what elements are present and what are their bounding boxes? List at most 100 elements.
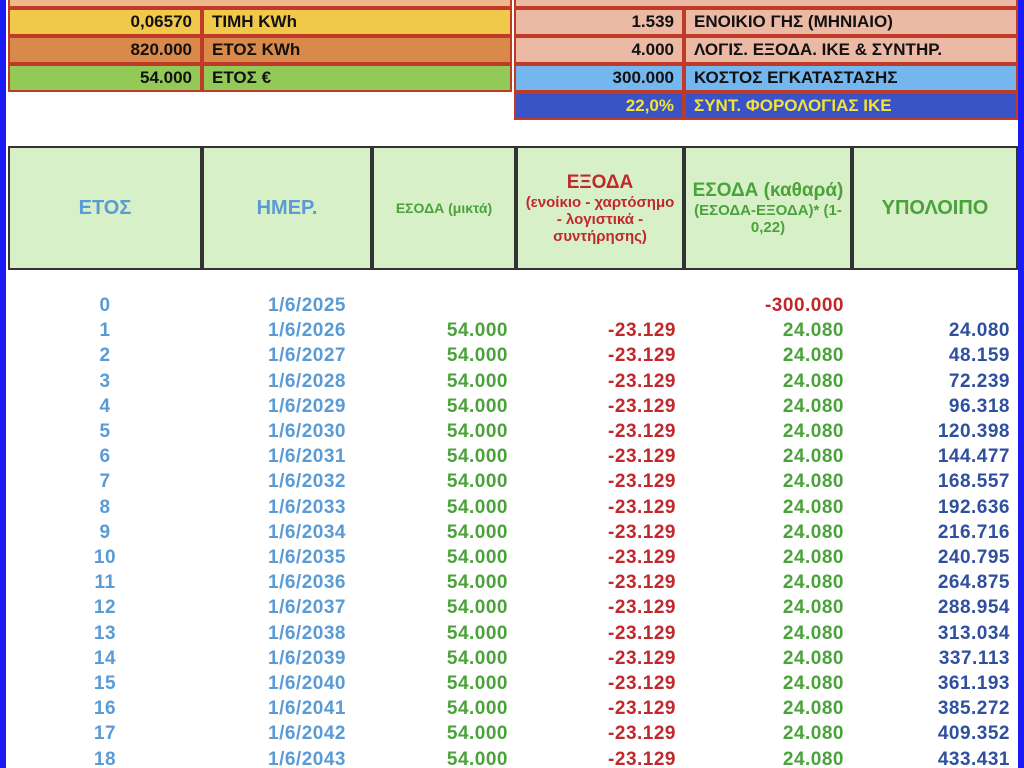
cropped-row xyxy=(514,0,1018,8)
table-cell: 24.080 xyxy=(782,698,844,720)
table-cell: 54.000 xyxy=(446,345,508,367)
table-cell: 54.000 xyxy=(446,421,508,442)
table-cell: 24.080 xyxy=(782,748,844,768)
table-cell: -23.129 xyxy=(608,446,676,468)
table-cell: 17 xyxy=(93,723,117,745)
header-cell: ΥΠΟΛΟΙΠΟ xyxy=(852,146,1018,270)
table-cell: 1/6/2029 xyxy=(268,395,346,417)
table-cell: 72.239 xyxy=(948,370,1010,392)
table-cell: 1/6/2035 xyxy=(268,547,346,568)
table-cell: -23.129 xyxy=(608,748,676,768)
table-cell: 54.000 xyxy=(446,320,508,342)
table-cell: -23.129 xyxy=(608,370,676,392)
table-cell: 54.000 xyxy=(446,521,508,543)
table-cell: 1/6/2036 xyxy=(268,572,346,594)
table-cell: 6 xyxy=(99,446,111,468)
param-value[interactable]: 4.000 xyxy=(514,36,684,64)
table-cell: 54.000 xyxy=(446,471,508,493)
table-cell: -23.129 xyxy=(608,673,676,694)
sheet: 0,06570 ΤΙΜΗ KWh 820.000 ΕΤΟΣ KWh 54.000 ΕΤΟΣ… xyxy=(6,0,1018,768)
param-value[interactable]: 54.000 xyxy=(8,64,202,92)
header-note: (ΕΣΟΔΑ-ΕΞΟΔΑ)* (1-0,22) xyxy=(694,202,842,236)
table-cell: 0 xyxy=(99,295,111,316)
param-value[interactable]: 0,06570 xyxy=(8,8,202,36)
param-label: ΛΟΓΙΣ. ΕΞΟΔΑ. ΙΚΕ & ΣΥΝΤΗΡ. xyxy=(684,36,1018,64)
table-cell: 5 xyxy=(99,421,111,442)
table-cell: 54.000 xyxy=(446,496,508,518)
table-cell: 1/6/2030 xyxy=(268,421,346,442)
header-title: ΕΞΟΔΑ xyxy=(566,171,634,193)
param-value[interactable]: 1.539 xyxy=(514,8,684,36)
table-cell: 54.000 xyxy=(446,547,508,568)
table-cell: 4 xyxy=(99,395,111,417)
table-cell: 24.080 xyxy=(782,471,844,493)
header-cell: ΗΜΕΡ. xyxy=(202,146,372,270)
table-cell: 192.636 xyxy=(937,496,1010,518)
table-cell: 264.875 xyxy=(937,572,1010,594)
table-cell: -23.129 xyxy=(608,521,676,543)
header-cell: ΕΤΟΣ xyxy=(8,146,202,270)
param-label: ΕΝΟΙΚΙΟ ΓΗΣ (ΜΗΝΙΑΙΟ) xyxy=(684,8,1018,36)
table-cell: 24.080 xyxy=(782,572,844,594)
table-cell: -23.129 xyxy=(608,597,676,619)
table-cell: 1/6/2039 xyxy=(268,647,346,669)
table-cell: 18 xyxy=(93,748,117,768)
table-cell: -23.129 xyxy=(608,395,676,417)
header-title: ΥΠΟΛΟΙΠΟ xyxy=(881,196,989,219)
table-cell: 1/6/2040 xyxy=(268,673,346,694)
header-cell: ΕΣΟΔΑ (μικτά) xyxy=(372,146,516,270)
table-cell: 24.080 xyxy=(782,421,844,442)
table-cell: 24.080 xyxy=(782,496,844,518)
table-cell: -23.129 xyxy=(608,421,676,442)
table-cell: 1/6/2026 xyxy=(268,320,346,342)
header-title: ΗΜΕΡ. xyxy=(256,196,318,219)
table-cell: 120.398 xyxy=(937,421,1010,442)
table-cell: -23.129 xyxy=(608,471,676,493)
table-cell: 2 xyxy=(99,345,111,367)
table-cell: 7 xyxy=(99,471,111,493)
table-cell: 313.034 xyxy=(937,622,1010,644)
header-title: ΕΣΟΔΑ (μικτά) xyxy=(395,200,493,216)
table-cell: -300.000 xyxy=(764,295,844,316)
table-cell: 337.113 xyxy=(938,647,1010,669)
table-cell: 10 xyxy=(93,547,117,568)
param-label: ΤΙΜΗ KWh xyxy=(202,8,512,36)
table-cell: 13 xyxy=(93,622,117,644)
table-cell: 1/6/2033 xyxy=(268,496,346,518)
table-cell: 1/6/2041 xyxy=(268,698,346,720)
param-value[interactable]: 22,0% xyxy=(514,92,684,120)
table-cell: 409.352 xyxy=(937,723,1010,745)
table-cell: 1/6/2027 xyxy=(268,345,346,367)
table-cell: 24.080 xyxy=(782,446,844,468)
table-cell: 24.080 xyxy=(782,622,844,644)
table-cell: 361.193 xyxy=(937,673,1010,694)
table-cell: 1/6/2043 xyxy=(268,748,346,768)
param-value[interactable]: 820.000 xyxy=(8,36,202,64)
table-cell: 1/6/2034 xyxy=(268,521,346,543)
table-cell: -23.129 xyxy=(608,547,676,568)
table-cell: 54.000 xyxy=(446,446,508,468)
table-cell: 54.000 xyxy=(446,673,508,694)
table-cell: 1/6/2038 xyxy=(268,622,346,644)
table-cell: 54.000 xyxy=(446,597,508,619)
table-cell: 1 xyxy=(99,320,111,342)
table-cell: 24.080 xyxy=(782,395,844,417)
table-cell: 24.080 xyxy=(782,547,844,568)
table-cell: 54.000 xyxy=(446,572,508,594)
table-cell: 11 xyxy=(94,572,116,594)
header-note: (ενοίκιο - χαρτόσημο - λογιστικά - συντή… xyxy=(525,193,675,245)
table-cell: 1/6/2031 xyxy=(268,446,346,468)
header-cell: ΕΞΟΔΑ (ενοίκιο - χαρτόσημο - λογιστικά - … xyxy=(516,146,684,270)
table-cell: 1/6/2037 xyxy=(268,597,346,619)
table-cell: 168.557 xyxy=(937,471,1010,493)
table-cell: 24.080 xyxy=(782,723,844,745)
table-cell: 9 xyxy=(99,521,111,543)
header-title: ΕΤΟΣ xyxy=(78,196,132,219)
table-cell: 16 xyxy=(93,698,117,720)
table-cell: 1/6/2032 xyxy=(268,471,346,493)
param-value[interactable]: 300.000 xyxy=(514,64,684,92)
table-cell: 24.080 xyxy=(782,320,844,342)
param-label: ΕΤΟΣ KWh xyxy=(202,36,512,64)
table-cell: -23.129 xyxy=(608,345,676,367)
table-cell: -23.129 xyxy=(608,572,676,594)
